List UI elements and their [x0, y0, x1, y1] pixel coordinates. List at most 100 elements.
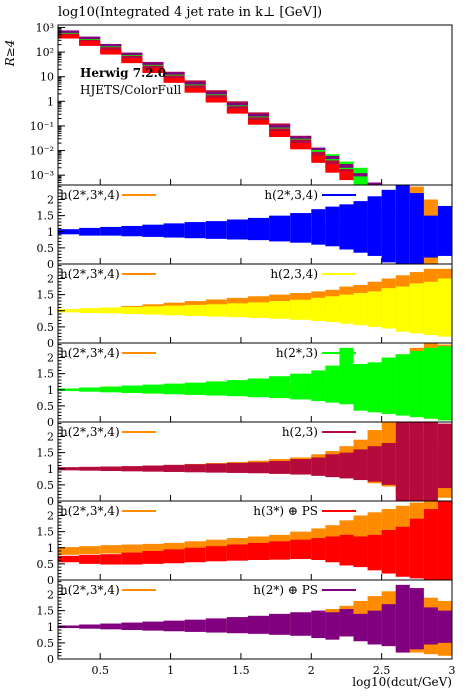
ratio-band-yellow-bin	[290, 300, 311, 320]
ratio-band-crimson-bin	[438, 424, 452, 488]
ratio-y-tick-label: 0.5	[37, 637, 55, 650]
ratio-band-red-bin	[121, 553, 142, 565]
ratio-band-green-bin	[424, 348, 438, 419]
ratio-y-tick-label: 1.5	[37, 368, 55, 381]
ratio-band-blue-bin	[354, 201, 368, 253]
main-band-red-bin	[58, 35, 79, 39]
ratio-band-red-bin	[354, 536, 368, 567]
main-y-tick-label: 10³	[36, 21, 54, 34]
ratio-band-crimson-bin	[290, 459, 311, 474]
main-band-purple-bin	[248, 114, 269, 116]
ratio-band-red-bin	[269, 541, 290, 559]
main-band-purple-bin	[311, 148, 325, 150]
ratio-band-blue-bin	[382, 190, 396, 263]
ratio-y-tick-label: 0.5	[37, 400, 55, 413]
ratio-y-tick-label: 1.5	[37, 605, 55, 618]
ratio-band-red-bin	[100, 554, 121, 564]
ratio-band-blue-bin	[311, 209, 325, 244]
ratio-band-yellow-bin	[185, 305, 206, 316]
ratio-y-tick-label: 2	[47, 194, 54, 207]
ratio-band-purple-bin	[410, 588, 424, 649]
legend-reference-label: h(2*,3*,4)	[60, 346, 120, 360]
ratio-band-yellow-bin	[339, 295, 353, 324]
ratio-band-blue-bin	[410, 193, 424, 264]
ratio-band-purple-bin	[311, 611, 325, 638]
ratio-band-green-bin	[325, 366, 339, 403]
ratio-band-crimson-bin	[354, 449, 368, 480]
main-band-purple-bin	[227, 103, 248, 105]
ratio-band-red-bin	[164, 549, 185, 563]
ratio-band-green-bin	[121, 386, 142, 393]
x-axis-label: log10(dcut/GeV)	[352, 675, 452, 689]
ratio-band-green-bin	[269, 376, 290, 398]
ratio-band-purple-bin	[325, 612, 339, 639]
ratio-y-tick-label: 0.5	[37, 242, 55, 255]
ratio-band-blue-bin	[424, 216, 438, 258]
legend-series-label: h(2,3)	[282, 425, 318, 439]
x-tick-label: 1.5	[232, 664, 250, 677]
ratio-band-crimson-bin	[311, 457, 325, 475]
ratio-y-tick-label: 0	[47, 653, 54, 666]
main-y-axis-label: R≥4	[3, 40, 17, 68]
ratio-band-yellow-bin	[396, 287, 410, 332]
main-band-red-bin	[100, 50, 121, 55]
ratio-y-tick-label: 0	[47, 258, 54, 271]
ratio-band-yellow-bin	[410, 283, 424, 333]
legend-series-label: h(2*,3)	[276, 346, 318, 360]
main-band-purple-bin	[79, 37, 100, 39]
main-panel: 10³10²10110⁻¹10⁻²10⁻³R≥4Herwig 7.2.0HJET…	[3, 21, 452, 185]
ratio-band-crimson-bin	[121, 466, 142, 471]
ratio-band-purple-bin	[382, 604, 396, 646]
ratio-band-blue-bin	[248, 218, 269, 240]
legend-reference-label: h(2*,3*,4)	[60, 267, 120, 281]
ratio-band-crimson-bin	[269, 461, 290, 474]
ratio-y-tick-label: 1.5	[37, 289, 55, 302]
ratio-ref-band-bin	[79, 546, 100, 554]
ratio-band-green-bin	[79, 387, 100, 391]
ratio-panel-5: 00.511.52 h(2*,3*,4) h(3*) ⊕ PS	[37, 501, 453, 587]
ratio-band-red-bin	[382, 530, 396, 574]
main-band-red-bin	[185, 88, 206, 93]
ratio-y-tick-label: 1.5	[37, 210, 55, 223]
ratio-band-crimson-bin	[79, 467, 100, 471]
ratio-band-crimson-bin	[142, 466, 163, 472]
ratio-band-yellow-bin	[354, 293, 368, 325]
ratio-band-green-bin	[290, 374, 311, 400]
main-band-red-bin	[290, 143, 311, 149]
ratio-band-green-bin	[438, 346, 452, 420]
annotation-process: HJETS/ColorFull	[80, 83, 181, 97]
ratio-band-red-bin	[290, 540, 311, 559]
ratio-band-yellow-bin	[325, 296, 339, 322]
ratio-band-red-bin	[248, 543, 269, 560]
main-band-purple-bin	[290, 136, 311, 138]
ratio-band-purple-bin	[339, 609, 353, 636]
legend-series-label: h(2*,3,4)	[264, 188, 318, 202]
ratio-band-red-bin	[424, 509, 438, 580]
ratio-band-crimson-bin	[410, 422, 424, 501]
ratio-band-blue-bin	[100, 227, 121, 236]
ratio-y-tick-label: 1	[47, 305, 54, 318]
ratio-band-yellow-bin	[269, 301, 290, 319]
ratio-band-red-bin	[58, 556, 79, 562]
ratio-band-crimson-bin	[382, 443, 396, 485]
main-band-purple-bin	[269, 125, 290, 127]
ratio-band-blue-bin	[206, 221, 227, 239]
main-band-red-bin	[269, 131, 290, 137]
legend-series-label: h(2,3,4)	[270, 267, 318, 281]
ratio-panel-4: 00.511.52 h(2*,3*,4) h(2,3)	[37, 422, 453, 508]
ratio-band-yellow-bin	[164, 306, 185, 316]
main-band-red-bin	[121, 58, 142, 63]
ratio-band-green-bin	[339, 348, 353, 404]
ratio-y-tick-label: 2	[47, 352, 54, 365]
ratio-band-crimson-bin	[368, 446, 382, 481]
ratio-band-blue-bin	[142, 225, 163, 237]
ratio-y-tick-label: 2	[47, 589, 54, 602]
ratio-band-blue-bin	[269, 216, 290, 242]
ratio-y-tick-label: 2	[47, 431, 54, 444]
ratio-band-purple-bin	[142, 622, 163, 631]
ratio-panel-1: 0 0.5 1 1.5 2 h(2*,3*,4) h(2*,3,4)	[37, 185, 453, 271]
ratio-band-blue-bin	[164, 223, 185, 237]
ratio-band-crimson-bin	[100, 466, 121, 471]
ratio-band-yellow-bin	[248, 302, 269, 317]
ratio-y-tick-label: 0.5	[37, 558, 55, 571]
